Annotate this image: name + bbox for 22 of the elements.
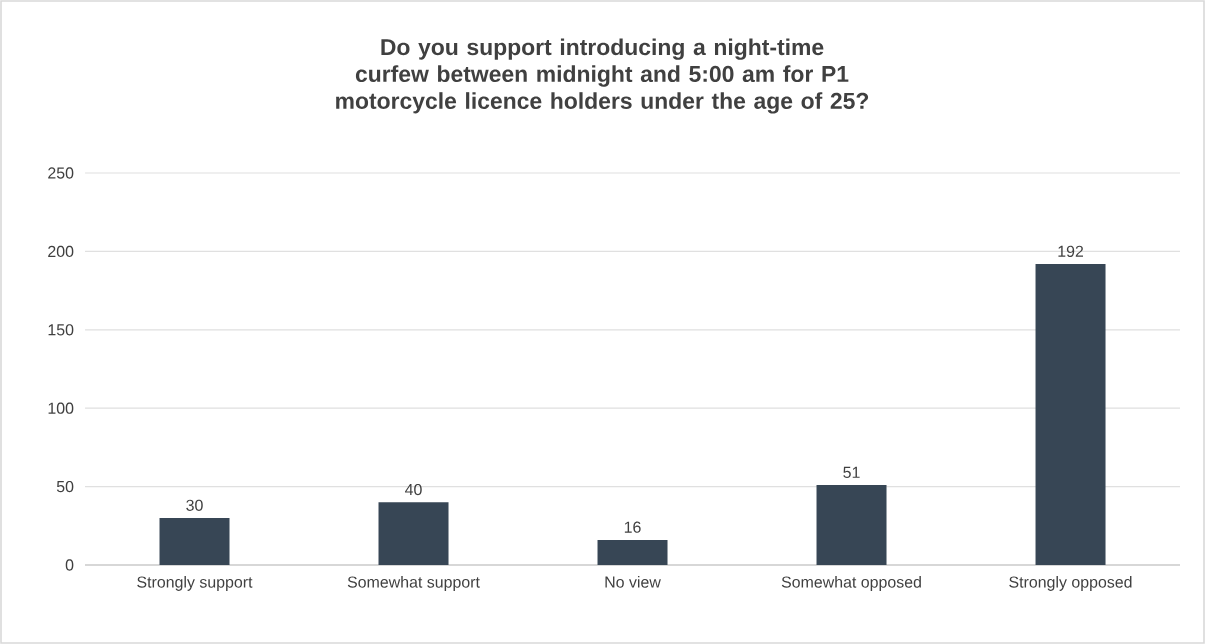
x-tick-label: Strongly opposed	[1009, 576, 1132, 591]
y-tick-label: 200	[48, 245, 74, 258]
data-label: 30	[186, 499, 203, 511]
bar	[816, 485, 887, 565]
data-label: 16	[624, 521, 641, 533]
y-tick-label: 100	[48, 402, 74, 414]
y-tick-label: 0	[65, 559, 74, 571]
data-label: 192	[1058, 245, 1084, 257]
data-label: 40	[405, 483, 422, 496]
y-tick-label: 250	[48, 167, 74, 179]
x-tick-label: No view	[605, 576, 661, 588]
y-tick-label: 50	[56, 480, 74, 493]
bar	[159, 517, 230, 565]
y-tick-label: 150	[48, 324, 74, 336]
data-label: 51	[843, 466, 860, 478]
bar	[597, 539, 668, 565]
bar	[378, 502, 449, 565]
bar	[1035, 263, 1106, 565]
x-tick-label: Strongly support	[137, 576, 253, 591]
chart-title: Do you support introducing a night-time curfew between midnight and 5:00 am for P1 motorcycle licence holders under the age of 25?	[336, 38, 869, 114]
x-tick-label: Somewhat opposed	[781, 576, 921, 591]
x-tick-label: Somewhat support	[347, 576, 480, 591]
